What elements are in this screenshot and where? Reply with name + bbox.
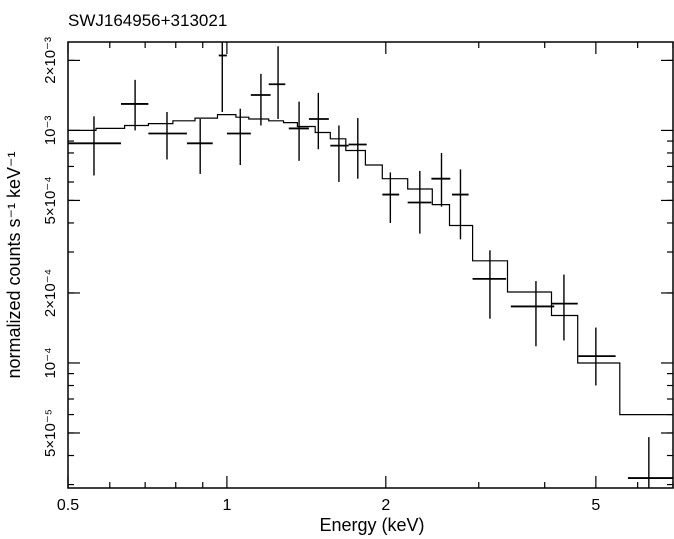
data-point	[120, 79, 149, 131]
y-axis-label: normalized counts s⁻¹ keV⁻¹	[4, 151, 24, 378]
y-tick-label: 5×10⁻⁵	[42, 409, 59, 457]
data-point	[551, 274, 578, 341]
plot-frame	[67, 41, 674, 489]
y-tick-label: 5×10⁻⁴	[42, 176, 59, 224]
data-point	[148, 112, 187, 160]
data-point	[382, 172, 400, 223]
x-tick-label: 2	[381, 497, 390, 514]
data-point	[308, 92, 329, 150]
model-layer	[68, 114, 673, 416]
data-point	[218, 42, 227, 113]
data-point	[226, 108, 251, 166]
data-point	[288, 101, 309, 161]
data-point	[578, 327, 616, 386]
y-tick-label: 10⁻⁴	[42, 347, 59, 378]
data-point	[268, 46, 286, 119]
data-point	[68, 116, 121, 176]
data-point	[330, 125, 349, 183]
y-tick-label: 2×10⁻³	[42, 37, 59, 84]
data-points-layer	[68, 42, 673, 488]
data-point	[452, 169, 469, 240]
data-point	[407, 170, 432, 234]
data-point	[510, 281, 555, 347]
y-tick-label: 10⁻³	[42, 116, 59, 146]
data-point	[431, 152, 451, 207]
data-point	[348, 118, 367, 179]
data-point	[627, 437, 673, 488]
x-tick-label: 5	[591, 497, 600, 514]
x-tick-label: 0.5	[57, 497, 79, 514]
x-tick-label: 1	[222, 497, 231, 514]
y-tick-label: 2×10⁻⁴	[42, 269, 59, 317]
x-axis-label: Energy (keV)	[319, 515, 424, 535]
data-point	[472, 250, 507, 319]
data-point	[250, 73, 271, 126]
data-point	[186, 118, 213, 174]
model-step-line	[68, 114, 673, 416]
axis-ticks-layer: 0.5 1 2 5 5×10⁻⁵ 10⁻⁴ 2×10⁻⁴ 5×10⁻⁴ 10⁻³ 2×10⁻³	[42, 37, 674, 514]
chart-title: SWJ164956+313021	[68, 11, 227, 30]
